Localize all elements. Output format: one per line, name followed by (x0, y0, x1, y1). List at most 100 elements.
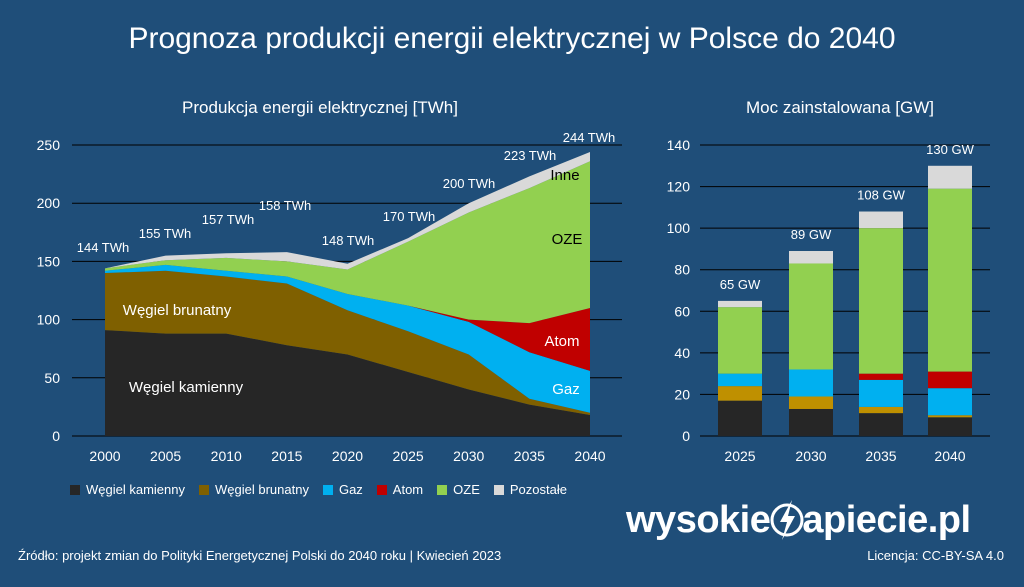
y-tick-label: 140 (667, 137, 691, 153)
legend-label: OZE (453, 482, 480, 497)
left-chart-title: Produkcja energii elektrycznej [TWh] (182, 98, 458, 117)
legend-label: Gaz (338, 482, 363, 497)
total-label: 170 TWh (383, 209, 436, 224)
total-label: 223 TWh (504, 148, 557, 163)
legend-swatch (437, 484, 448, 495)
bar-segment (859, 228, 903, 374)
bar-segment (928, 388, 972, 416)
legend-item: Pozostałe (493, 482, 567, 497)
legend: Węgiel kamienny Węgiel brunatny Gaz Atom OZE… (70, 482, 567, 497)
total-label: 89 GW (791, 227, 832, 242)
x-tick-label: 2030 (453, 448, 484, 464)
y-tick-label: 80 (674, 262, 690, 278)
x-tick-label: 2035 (514, 448, 545, 464)
right-chart-title: Moc zainstalowana [GW] (745, 98, 934, 117)
legend-item: Węgiel kamienny (70, 482, 185, 497)
total-label: 144 TWh (77, 240, 130, 255)
legend-swatch (493, 484, 504, 495)
bar-segment (789, 369, 833, 397)
bar-segment (789, 396, 833, 409)
bar-segment (928, 417, 972, 436)
x-tick-label: 2040 (574, 448, 605, 464)
y-tick-label: 100 (37, 312, 61, 328)
bar-segment (859, 379, 903, 407)
total-label: 157 TWh (202, 212, 255, 227)
legend-item: Gaz (322, 482, 363, 497)
license-text: Licencja: CC-BY-SA 4.0 (867, 548, 1004, 563)
bar-segment (859, 373, 903, 380)
area-label: Węgiel kamienny (129, 379, 244, 396)
y-tick-label: 150 (37, 253, 61, 269)
total-label: 244 TWh (563, 130, 616, 145)
bar-segment (928, 165, 972, 189)
bar-segment (928, 371, 972, 389)
x-tick-label: 2025 (393, 448, 424, 464)
x-tick-label: 2020 (332, 448, 363, 464)
legend-item: Atom (376, 482, 424, 497)
x-tick-label: 2000 (89, 448, 120, 464)
y-tick-label: 100 (667, 220, 691, 236)
area-series (105, 264, 590, 413)
page-title: Prognoza produkcji energii elektrycznej … (128, 22, 896, 55)
bar-segment (718, 300, 762, 308)
bar-segment (859, 413, 903, 436)
logo-text-2: apiecie.pl (802, 498, 971, 541)
total-label: 200 TWh (443, 176, 496, 191)
y-tick-label: 50 (44, 370, 60, 386)
area-label: Gaz (552, 381, 580, 398)
area-series (105, 270, 590, 416)
source-text: Źródło: projekt zmian do Polityki Energe… (18, 548, 502, 563)
area-chart: 0 50 100 150 200 250 2000 2005 2010 2015 2020 2025 2… (37, 130, 622, 464)
x-tick-label: 2035 (865, 448, 896, 464)
bar-segment (718, 386, 762, 401)
y-tick-label: 60 (674, 303, 690, 319)
area-label: Atom (544, 333, 579, 350)
legend-swatch (70, 484, 80, 495)
logo: wysokie apiecie.pl (626, 492, 1006, 548)
legend-label: Atom (392, 482, 424, 497)
bar-segment (859, 211, 903, 229)
bar-segment (718, 373, 762, 387)
bolt-icon (770, 500, 804, 540)
area-label: OZE (552, 231, 583, 248)
legend-item: Węgiel brunatny (199, 482, 309, 497)
x-tick-label: 2030 (795, 448, 826, 464)
bar-segment (789, 263, 833, 370)
y-tick-label: 0 (682, 428, 690, 444)
y-tick-label: 250 (37, 137, 61, 153)
bar-segment (718, 307, 762, 374)
y-tick-label: 20 (674, 386, 690, 402)
legend-swatch (376, 484, 387, 495)
y-tick-label: 200 (37, 195, 61, 211)
legend-swatch (199, 484, 209, 495)
area-series (105, 330, 590, 436)
bar-segment (928, 415, 972, 418)
x-tick-label: 2010 (211, 448, 242, 464)
total-label: 155 TWh (139, 226, 192, 241)
legend-swatch (322, 484, 333, 495)
total-label: 158 TWh (259, 198, 312, 213)
bar-segment (718, 400, 762, 436)
area-label: Inne (550, 167, 579, 184)
legend-label: Węgiel kamienny (86, 482, 185, 497)
legend-label: Węgiel brunatny (215, 482, 309, 497)
x-tick-label: 2015 (271, 448, 302, 464)
logo-text-1: wysokie (626, 498, 771, 541)
bar-segment (789, 251, 833, 264)
total-label: 148 TWh (322, 233, 375, 248)
bar-segment (789, 408, 833, 436)
legend-item: OZE (437, 482, 480, 497)
y-tick-label: 0 (52, 428, 60, 444)
bar-segment (928, 188, 972, 372)
total-label: 108 GW (857, 188, 905, 203)
y-tick-label: 40 (674, 345, 690, 361)
total-label: 65 GW (720, 277, 761, 292)
bar-segment (859, 406, 903, 414)
x-tick-label: 2040 (934, 448, 965, 464)
legend-label: Pozostałe (509, 482, 567, 497)
x-tick-label: 2005 (150, 448, 181, 464)
x-tick-label: 2025 (724, 448, 755, 464)
total-label: 130 GW (926, 142, 974, 157)
area-label: Węgiel brunatny (123, 302, 232, 319)
